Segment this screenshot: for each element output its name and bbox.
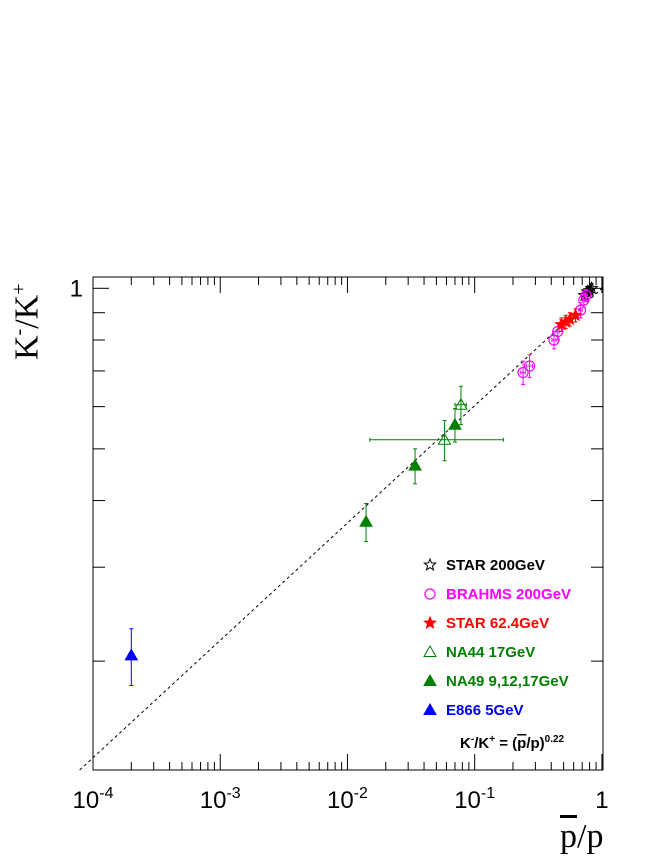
fit-line-group [79,286,604,771]
na49-9-12-17gev-point [448,417,462,430]
axes-group: 10-4 10-3 10-2 10-1 1 1 [70,275,609,814]
star-62-4gev-point [568,307,583,322]
legend-label-brahms-200gev: BRAHMS 200GeV [446,586,571,603]
plot-frame [92,276,604,771]
legend: STAR 200GeV BRAHMS 200GeV STAR 62.4GeV NA44… [422,557,571,752]
star-200gev-point [584,280,599,295]
e866-5gev-point [124,648,139,661]
legend-marker-brahms-200gev [424,588,436,600]
x-tick-label: 10-3 [200,785,241,814]
legend-label-star-200gev: STAR 200GeV [446,557,545,574]
brahms-200gev-point [580,289,592,301]
x-tick-label: 10-1 [454,785,495,814]
y-axis-title: K-/K+ [8,283,46,360]
legend-label-na49-9-12-17gev: NA49 9,12,17GeV [446,673,569,690]
legend-marker-e866-5gev [423,702,437,715]
legend-label-e866-5gev: E866 5GeV [446,702,524,719]
x-tick-label: 10-4 [73,785,114,814]
legend-marker-star-200gev [422,557,438,571]
brahms-200gev-point [517,366,529,379]
legend-marker-star-62-4gev [422,615,438,629]
legend-marker-na49-9-12-17gev [423,673,437,686]
fit-line [79,286,604,771]
x-tick-label: 10-2 [327,785,368,814]
x-axis-title: p/p [560,818,604,855]
na49-9-12-17gev-point [359,514,373,527]
na44-17gev-point [437,432,452,445]
brahms-200gev-point [523,360,536,372]
y-tick-label: 1 [70,275,83,302]
legend-marker-na44-17gev [423,644,437,657]
na44-17gev-point [454,397,468,410]
na49-9-12-17gev-point [408,458,422,471]
x-tick-label: 1 [595,787,608,814]
legend-label-star-62-4gev: STAR 62.4GeV [446,615,549,632]
plot-frame-border [92,276,604,771]
legend-label-na44-17gev: NA44 17GeV [446,644,535,661]
data-points-group [124,280,599,687]
fit-line-label: K-/K+ = (p/p)0.22 [460,734,565,752]
